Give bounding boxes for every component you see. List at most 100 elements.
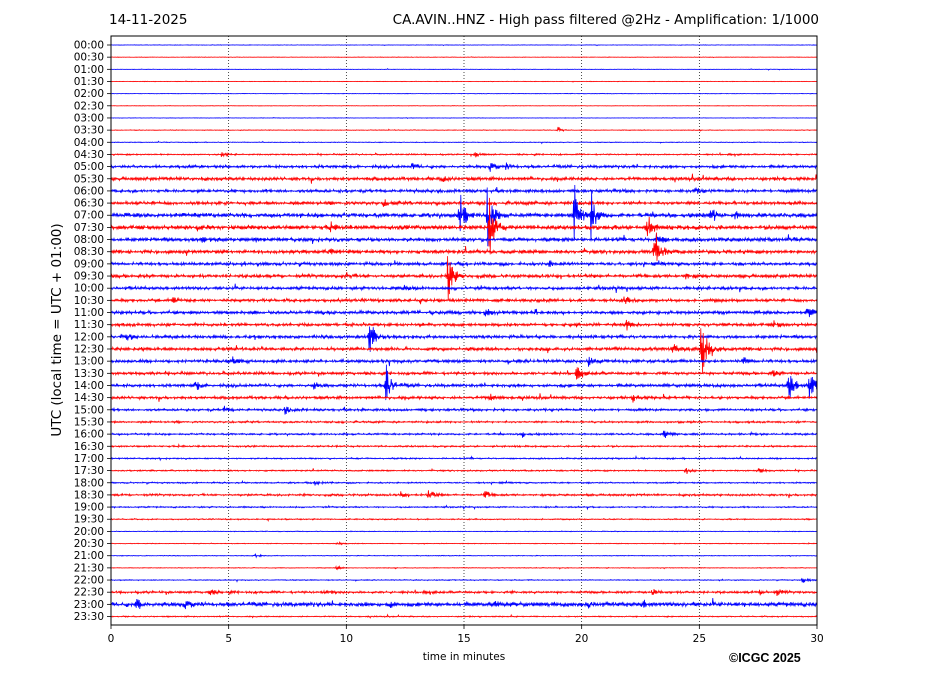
trace-line xyxy=(111,104,817,107)
y-tick-label: 12:30 xyxy=(74,344,104,356)
trace-line xyxy=(111,393,817,403)
y-tick-label: 22:30 xyxy=(74,587,104,599)
trace-line xyxy=(111,296,817,305)
y-tick-label: 10:00 xyxy=(74,283,104,295)
trace-line xyxy=(111,479,817,486)
trace-line xyxy=(111,185,817,247)
trace-line xyxy=(111,552,817,559)
trace-line xyxy=(111,162,817,172)
trace-line xyxy=(111,364,817,401)
y-tick-label: 09:00 xyxy=(74,258,104,270)
trace-line xyxy=(111,140,817,145)
y-tick-label: 20:00 xyxy=(74,526,104,538)
trace-line xyxy=(111,319,817,331)
y-tick-label: 23:00 xyxy=(74,599,104,611)
trace-line xyxy=(111,541,817,546)
y-tick-label: 19:00 xyxy=(74,502,104,514)
trace-line xyxy=(111,126,817,133)
trace-line xyxy=(111,430,817,439)
trace-line xyxy=(111,517,817,523)
y-tick-label: 02:00 xyxy=(74,88,104,100)
trace-line xyxy=(111,199,817,207)
y-tick-label: 02:30 xyxy=(74,100,104,112)
chart-title: CA.AVIN..HNZ - High pass filtered @2Hz -… xyxy=(392,12,819,28)
copyright-label: ©ICGC 2025 xyxy=(729,651,801,665)
y-tick-label: 21:00 xyxy=(74,550,104,562)
x-tick-label: 15 xyxy=(457,633,470,645)
trace-line xyxy=(111,565,817,571)
y-tick-label: 07:30 xyxy=(74,222,104,234)
trace-line xyxy=(111,530,817,533)
y-tick-label: 07:00 xyxy=(74,210,104,222)
date-label: 14-11-2025 xyxy=(109,12,188,28)
trace-line xyxy=(111,504,817,511)
y-tick-label: 01:30 xyxy=(74,76,104,88)
x-tick-label: 30 xyxy=(810,633,823,645)
y-tick-label: 11:30 xyxy=(74,319,104,331)
trace-line xyxy=(111,367,817,380)
y-tick-label: 10:30 xyxy=(74,295,104,307)
trace-line xyxy=(111,419,817,425)
trace-line xyxy=(111,308,817,318)
trace-line xyxy=(111,467,817,474)
trace-line xyxy=(111,197,817,255)
y-tick-label: 09:30 xyxy=(74,271,104,283)
y-tick-label: 13:30 xyxy=(74,368,104,380)
y-tick-label: 21:30 xyxy=(74,562,104,574)
trace-line xyxy=(111,260,817,268)
y-tick-label: 14:30 xyxy=(74,392,104,404)
x-tick-label: 20 xyxy=(575,633,588,645)
trace-line xyxy=(111,328,817,374)
y-tick-label: 05:00 xyxy=(74,161,104,173)
y-tick-label: 16:30 xyxy=(74,441,104,453)
trace-line xyxy=(111,443,817,449)
trace-line xyxy=(111,490,817,499)
y-tick-label: 15:30 xyxy=(74,416,104,428)
trace-line xyxy=(111,116,817,120)
traces xyxy=(111,44,817,619)
trace-line xyxy=(111,326,817,352)
y-tick-label: 23:30 xyxy=(74,611,104,623)
trace-line xyxy=(111,173,817,184)
trace-line xyxy=(111,233,817,244)
x-tick-label: 10 xyxy=(340,633,353,645)
trace-line xyxy=(111,80,817,83)
y-tick-label: 17:00 xyxy=(74,453,104,465)
trace-line xyxy=(111,256,817,300)
y-tick-label: 16:00 xyxy=(74,429,104,441)
trace-line xyxy=(111,92,817,95)
y-tick-label: 13:00 xyxy=(74,356,104,368)
y-tick-label: 06:30 xyxy=(74,198,104,210)
trace-line xyxy=(111,283,817,293)
trace-line xyxy=(111,454,817,462)
y-tick-label: 18:30 xyxy=(74,489,104,501)
y-tick-label: 14:00 xyxy=(74,380,104,392)
y-tick-label: 04:00 xyxy=(74,137,104,149)
y-tick-label: 01:00 xyxy=(74,64,104,76)
trace-line xyxy=(111,613,817,619)
trace-line xyxy=(111,405,817,415)
y-tick-label: 20:30 xyxy=(74,538,104,550)
x-tick-label: 5 xyxy=(225,633,232,645)
trace-line xyxy=(111,44,817,47)
y-tick-label: 00:30 xyxy=(74,52,104,64)
trace-line xyxy=(111,588,817,597)
y-tick-label: 11:00 xyxy=(74,307,104,319)
y-tick-label: 05:30 xyxy=(74,173,104,185)
y-tick-label: 03:00 xyxy=(74,112,104,124)
trace-line xyxy=(111,56,817,59)
x-axis-label: time in minutes xyxy=(422,651,506,663)
trace-line xyxy=(111,67,817,71)
trace-line xyxy=(111,232,817,261)
y-tick-label: 06:00 xyxy=(74,185,104,197)
y-tick-label: 12:00 xyxy=(74,331,104,343)
y-axis-label: UTC (local time = UTC + 01:00) xyxy=(49,223,65,437)
y-tick-label: 17:30 xyxy=(74,465,104,477)
x-tick-label: 25 xyxy=(693,633,706,645)
y-tick-label: 15:00 xyxy=(74,404,104,416)
trace-line xyxy=(111,186,817,195)
trace-line xyxy=(111,356,817,367)
y-tick-label: 08:30 xyxy=(74,246,104,258)
y-tick-label: 04:30 xyxy=(74,149,104,161)
